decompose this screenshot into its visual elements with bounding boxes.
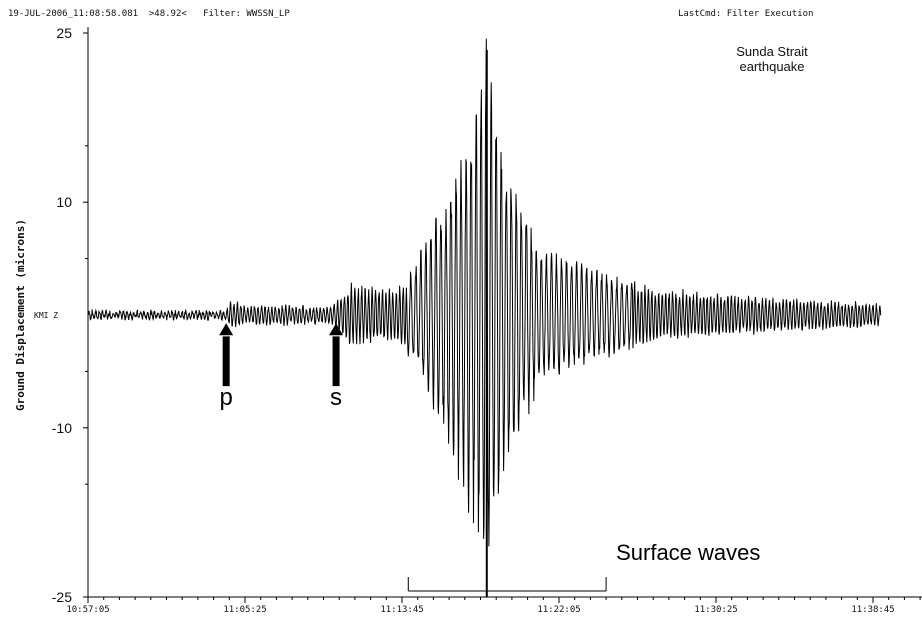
x-tick-label: 11:38:45 xyxy=(851,605,894,615)
chart-title-line-2: earthquake xyxy=(739,59,805,74)
seismogram-trace xyxy=(87,38,882,547)
p-wave-label: p xyxy=(219,384,232,411)
x-tick-label: 11:13:45 xyxy=(380,605,423,615)
header-info: 19-JUL-2006_11:08:58.081 >48.92< Filter:… xyxy=(8,9,290,19)
chart-title-line-1: Sunda Strait xyxy=(736,44,808,59)
p-wave-arrow xyxy=(219,323,234,387)
y-tick-label: 25 xyxy=(56,25,72,41)
chart-title: Sunda Strait earthquake xyxy=(722,44,822,74)
y-tick-label: -25 xyxy=(52,589,72,605)
header-last-command: LastCmd: Filter Execution xyxy=(678,9,814,19)
x-tick-label: 11:05:25 xyxy=(223,605,266,615)
p-arrow-head xyxy=(219,323,234,336)
s-wave-label: s xyxy=(330,384,342,411)
x-tick-label: 10:57:05 xyxy=(66,605,109,615)
s-wave-arrow xyxy=(329,323,344,387)
station-label: KMI Z xyxy=(34,311,58,320)
y-tick-label: -10 xyxy=(52,420,72,436)
s-arrow-head xyxy=(329,323,344,336)
x-tick-label: 11:22:05 xyxy=(537,605,580,615)
x-tick-label: 11:30:25 xyxy=(694,605,737,615)
y-tick-label: 10 xyxy=(56,194,72,210)
y-axis-label: Ground Displacement (microns) xyxy=(14,219,27,411)
surface-waves-label: Surface waves xyxy=(616,540,760,565)
